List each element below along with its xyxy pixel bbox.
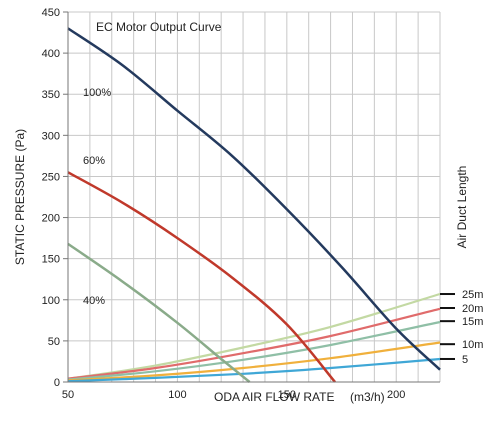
duct-label-15m: 15m bbox=[462, 316, 483, 328]
duct-curve-10m bbox=[67, 341, 441, 382]
y-tick-label: 300 bbox=[42, 130, 60, 142]
y-tick-label: 400 bbox=[42, 48, 60, 60]
axes bbox=[63, 11, 440, 383]
plot-background bbox=[68, 12, 440, 382]
y-tick-label: 250 bbox=[42, 171, 60, 183]
duct-curve-20m bbox=[67, 307, 441, 380]
y-tick-label: 100 bbox=[42, 295, 60, 307]
x-axis-unit: (m3/h) bbox=[350, 390, 385, 404]
y-tick-label: 50 bbox=[48, 336, 60, 348]
x-tick-label: 200 bbox=[387, 389, 405, 401]
curves bbox=[67, 27, 441, 383]
duct-curve-5 bbox=[67, 357, 441, 383]
right-axis-label: Air Duct Length bbox=[455, 166, 469, 249]
duct-label-20m: 20m bbox=[462, 303, 483, 315]
duct-label-5: 5 bbox=[462, 354, 468, 366]
x-tick-label: 50 bbox=[62, 389, 74, 401]
motor-curve-60% bbox=[67, 171, 336, 383]
motor-label-100%: 100% bbox=[83, 87, 111, 99]
duct-label-25m: 25m bbox=[462, 289, 483, 301]
y-tick-label: 150 bbox=[42, 254, 60, 266]
y-axis-label: STATIC PRESSURE (Pa) bbox=[13, 129, 27, 265]
y-tick-label: 200 bbox=[42, 213, 60, 225]
motor-curve-40% bbox=[67, 242, 251, 383]
y-tick-label: 0 bbox=[54, 377, 60, 389]
duct-curve-25m bbox=[67, 292, 441, 380]
motor-curve-100% bbox=[67, 27, 441, 371]
y-tick-label: 350 bbox=[42, 89, 60, 101]
chart-title: EC Motor Output Curve bbox=[96, 20, 222, 34]
grid bbox=[67, 11, 441, 383]
y-tick-label: 450 bbox=[42, 7, 60, 19]
x-tick-label: 100 bbox=[168, 389, 186, 401]
x-tick-label: 150 bbox=[278, 389, 296, 401]
motor-label-60%: 60% bbox=[83, 155, 105, 167]
motor-label-40%: 40% bbox=[83, 295, 105, 307]
duct-label-10m: 10m bbox=[462, 339, 483, 351]
x-axis-label: ODA AIR FLOW RATE bbox=[214, 390, 334, 404]
duct-curve-15m bbox=[67, 320, 441, 381]
